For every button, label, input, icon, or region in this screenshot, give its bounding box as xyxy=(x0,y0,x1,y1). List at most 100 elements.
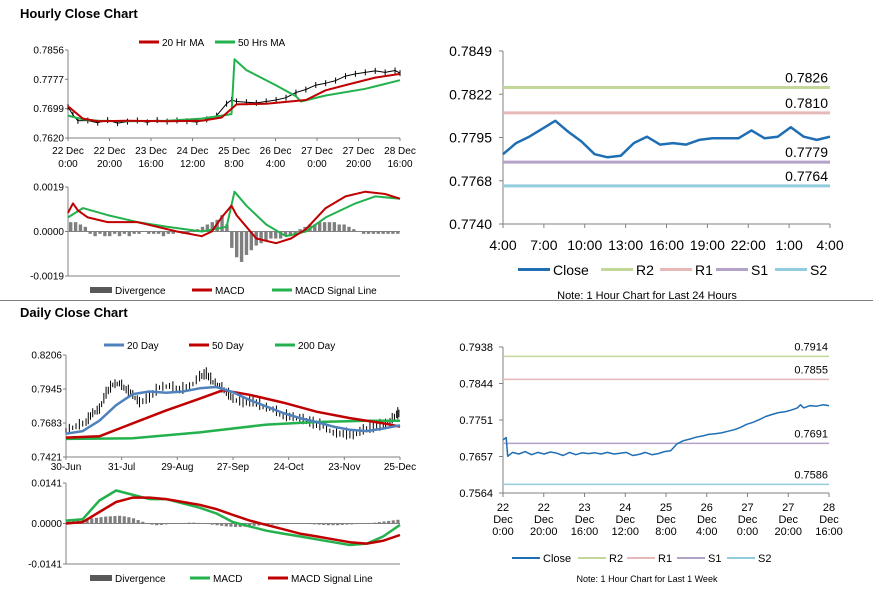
daily-divergence-bar xyxy=(85,518,89,524)
hourly-divergence-bar xyxy=(220,215,224,232)
daily-price-ytick-label: 0.7421 xyxy=(31,453,62,464)
hourly-divergence-bar xyxy=(293,231,297,234)
hourly-divergence-bar xyxy=(112,231,117,234)
daily-levels-ytick-label: 0.7751 xyxy=(459,415,493,427)
hourly-divergence-bar xyxy=(274,231,278,239)
daily-levels-legend-s2-label: S2 xyxy=(758,553,771,565)
hourly-macd-ytick-label: -0.0019 xyxy=(30,272,64,283)
daily-divergence-bar xyxy=(275,523,279,525)
daily-divergence-bar xyxy=(113,516,117,524)
daily-divergence-bar xyxy=(317,523,321,525)
daily-divergence-bar xyxy=(159,523,163,525)
daily-levels-xtick-label: 22 xyxy=(497,502,509,514)
daily-divergence-bar xyxy=(354,523,358,525)
daily-price-ytick-label: 0.7683 xyxy=(31,419,62,430)
daily-divergence-bar xyxy=(368,522,372,524)
daily-levels-ytick-label: 0.7844 xyxy=(459,379,493,391)
daily-levels-xtick-label: 25 xyxy=(660,502,672,514)
daily-levels-xtick-label: 22 xyxy=(538,502,550,514)
daily-levels-legend-r1-swatch xyxy=(627,557,655,559)
daily-divergence-bar xyxy=(104,516,108,524)
hourly-price-xtick-label: 16:00 xyxy=(138,159,163,170)
daily-divergence-bar xyxy=(215,523,219,526)
daily-levels-xtick-label: 28 xyxy=(823,502,835,514)
daily-divergence-bar xyxy=(377,522,381,524)
hourly-levels-close-line xyxy=(502,119,831,159)
daily-levels-xtick-label: 12:00 xyxy=(611,526,639,538)
hourly-divergence-bar xyxy=(332,222,337,232)
daily-levels-xtick-label: 23 xyxy=(578,502,590,514)
hourly-price-xtick-label: 4:00 xyxy=(266,159,286,170)
daily-divergence-bar xyxy=(326,523,330,526)
hourly-levels-ytick-label: 0.7849 xyxy=(449,43,492,59)
hourly-levels-legend-r2-swatch xyxy=(601,268,633,271)
hourly-divergence-bar xyxy=(244,231,249,255)
hourly-level-s1-label: 0.7779 xyxy=(785,144,828,160)
hourly-price-xtick-label: 24 Dec xyxy=(177,146,209,157)
daily-levels-xtick-label: Dec xyxy=(534,514,554,526)
daily-divergence-bar xyxy=(122,516,126,524)
hourly-legend-macd-swatch xyxy=(192,288,212,292)
hourly-divergence-bar xyxy=(357,231,361,232)
hourly-divergence-bar xyxy=(361,231,366,234)
daily-levels-legend-r2-label: R2 xyxy=(609,553,623,565)
hourly-divergence-bar xyxy=(73,222,78,232)
daily-divergence-bar xyxy=(173,523,177,524)
hourly-divergence-bar xyxy=(396,231,400,234)
section-divider xyxy=(0,300,873,301)
hourly-price-ytick-label: 0.7699 xyxy=(33,104,64,115)
hourly-divergence-bar xyxy=(347,226,351,232)
daily-legend-200day-label: 200 Day xyxy=(298,341,335,352)
hourly-divergence-bar xyxy=(93,231,97,237)
daily-levels-xtick-label: 8:00 xyxy=(655,526,676,538)
daily-levels-xtick-label: 16:00 xyxy=(571,526,599,538)
hourly-level-s2-label: 0.7764 xyxy=(785,168,828,184)
hourly-price-xtick-label: 28 Dec xyxy=(384,146,416,157)
hourly-20hr-ma-line xyxy=(67,72,401,123)
hourly-levels-legend-s1-label: S1 xyxy=(751,262,768,278)
daily-divergence-bar xyxy=(247,523,252,527)
daily-legend-50day-label: 50 Day xyxy=(212,341,244,352)
hourly-levels-note: Note: 1 Hour Chart for Last 24 Hours xyxy=(557,290,737,302)
hourly-divergence-bar xyxy=(152,231,156,234)
hourly-divergence-bar xyxy=(215,219,219,232)
hourly-divergence-bar xyxy=(269,231,273,239)
daily-levels-xtick-label: Dec xyxy=(493,514,513,526)
hourly-price-xtick-label: 23 Dec xyxy=(135,146,167,157)
daily-levels-xtick-label: 0:00 xyxy=(737,526,758,538)
daily-level-s2-label: 0.7586 xyxy=(794,469,828,481)
hourly-divergence-bar xyxy=(108,231,112,237)
hourly-divergence-bar xyxy=(230,231,234,248)
hourly-price-xtick-label: 0:00 xyxy=(307,159,327,170)
daily-levels-close-line xyxy=(502,404,830,458)
hourly-legend-divergence-label: Divergence xyxy=(115,286,166,297)
hourly-levels-xtick-label: 10:00 xyxy=(567,237,602,253)
daily-divergence-bar xyxy=(322,523,326,525)
daily-levels-legend-s1-swatch xyxy=(677,557,705,559)
hourly-divergence-bar xyxy=(235,231,239,258)
hourly-price-xtick-label: 22 Dec xyxy=(94,146,126,157)
hourly-divergence-bar xyxy=(249,231,254,251)
daily-divergence-bar xyxy=(118,515,122,524)
daily-price-xtick-label: 30-Jun xyxy=(51,462,82,473)
daily-price-xtick-label: 27-Sep xyxy=(217,462,250,473)
hourly-price-xtick-label: 20:00 xyxy=(97,159,122,170)
daily-divergence-bar xyxy=(187,522,191,524)
hourly-levels-legend-s1-swatch xyxy=(716,268,748,271)
daily-divergence-bar xyxy=(373,522,377,524)
daily-price-xtick-label: 31-Jul xyxy=(108,462,135,473)
hourly-levels-xtick-label: 4:00 xyxy=(816,237,843,253)
daily-levels-xtick-label: 20:00 xyxy=(530,526,558,538)
hourly-divergence-bar xyxy=(264,231,268,241)
daily-macd-signal-line xyxy=(65,496,401,545)
hourly-divergence-bar xyxy=(288,231,293,237)
daily-divergence-bar xyxy=(289,523,293,524)
hourly-divergence-bar xyxy=(225,224,229,232)
daily-legend-macd-swatch xyxy=(190,576,210,580)
hourly-divergence-bar xyxy=(98,231,102,234)
hourly-divergence-bar xyxy=(103,231,107,237)
hourly-levels-xtick-label: 16:00 xyxy=(649,237,684,253)
hourly-divergence-bar xyxy=(200,226,205,232)
daily-levels-legend-close-label: Close xyxy=(543,553,571,565)
